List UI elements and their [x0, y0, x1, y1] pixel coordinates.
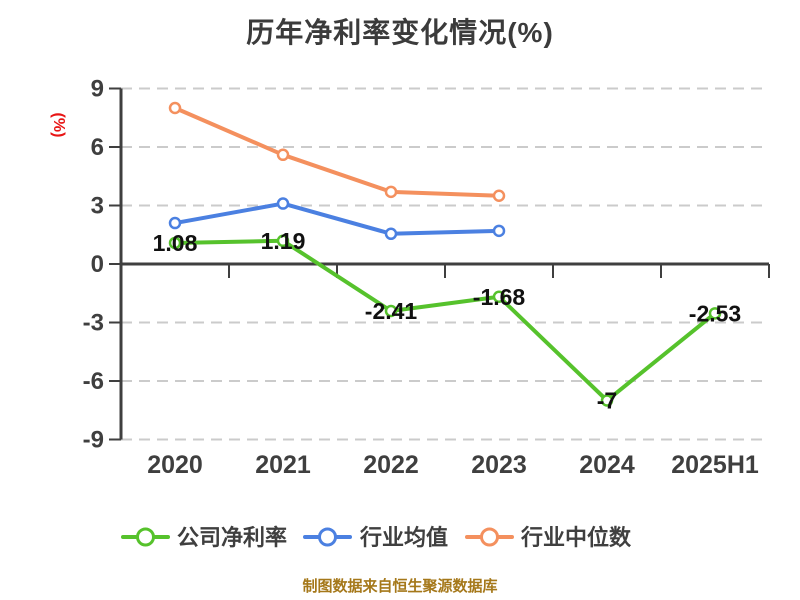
y-tick-label-0: 0 — [91, 251, 104, 278]
x-axis-label-2025H1: 2025H1 — [671, 451, 759, 479]
marker-industry-mean-2021 — [276, 197, 290, 210]
marker-industry-median-2021 — [276, 148, 290, 162]
x-axis-label-2020: 2020 — [147, 451, 203, 479]
y-tick-label--6: -6 — [83, 368, 104, 395]
series-line-industry-mean — [173, 201, 501, 236]
marker-company-net-margin-2024 — [600, 394, 614, 407]
marker-industry-median-2023 — [492, 189, 506, 202]
y-tick-label--9: -9 — [83, 427, 104, 454]
data-label-company-net-margin-2022: -2.41 — [365, 298, 418, 324]
legend: 公司净利率 行业均值 行业中位数 — [121, 525, 632, 550]
series-industry-mean — [168, 197, 506, 241]
legend-label-industry-median: 行业中位数 — [520, 525, 632, 550]
data-label-company-net-margin-2020: 1.08 — [153, 230, 198, 256]
data-label-company-net-margin-2023: -1.68 — [473, 284, 526, 310]
chart-title: 历年净利率变化情况(%) — [246, 17, 554, 48]
legend-marker-company-net-margin — [136, 527, 155, 547]
y-axis: 9 6 3 0 -3 -6 -9 — [83, 76, 123, 454]
series-company-net-margin — [168, 234, 722, 407]
data-label-company-net-margin-2021: 1.19 — [261, 228, 306, 254]
series-line-company-net-margin — [173, 238, 717, 403]
marker-industry-mean-2022 — [384, 227, 398, 241]
data-label-company-net-margin-2025H1: -2.53 — [689, 300, 741, 326]
marker-company-net-margin-2025H1 — [708, 307, 722, 320]
y-tick-label-9: 9 — [91, 76, 104, 103]
x-axis-label-2023: 2023 — [471, 451, 527, 479]
x-axis-label-2021: 2021 — [255, 451, 311, 479]
legend-item-company-net-margin[interactable]: 公司净利率 — [121, 525, 287, 550]
data-label-company-net-margin-2024: -7 — [597, 388, 617, 414]
x-axis: 2020 2021 2022 2023 2024 2025H1 — [120, 262, 770, 479]
marker-company-net-margin-2022 — [384, 304, 398, 318]
marker-company-net-margin-2020 — [168, 236, 182, 250]
x-axis-label-2024: 2024 — [579, 451, 635, 479]
legend-marker-industry-mean — [318, 527, 337, 547]
marker-company-net-margin-2021 — [276, 234, 290, 248]
y-tick-label-3: 3 — [91, 193, 104, 220]
series-industry-median — [168, 101, 506, 202]
marker-industry-median-2020 — [168, 101, 182, 115]
y-tick-label--3: -3 — [83, 310, 104, 337]
data-source-note: 制图数据来自恒生聚源数据库 — [302, 578, 498, 595]
gridlines — [121, 87, 769, 441]
data-labels-company-net-margin: 1.08 1.19 -2.41 -1.68 -7 -2.53 — [153, 228, 742, 414]
marker-industry-mean-2023 — [492, 224, 506, 238]
legend-item-industry-median[interactable]: 行业中位数 — [465, 525, 632, 550]
legend-label-industry-mean: 行业均值 — [359, 525, 448, 550]
x-axis-label-2022: 2022 — [363, 451, 419, 479]
marker-company-net-margin-2023 — [492, 290, 506, 304]
legend-label-company-net-margin: 公司净利率 — [177, 525, 287, 550]
y-tick-label-6: 6 — [91, 134, 104, 161]
legend-marker-industry-median — [480, 527, 499, 547]
legend-item-industry-mean[interactable]: 行业均值 — [303, 525, 448, 550]
marker-industry-median-2022 — [384, 185, 398, 199]
marker-industry-mean-2020 — [168, 216, 182, 230]
series-line-industry-median — [173, 106, 501, 198]
